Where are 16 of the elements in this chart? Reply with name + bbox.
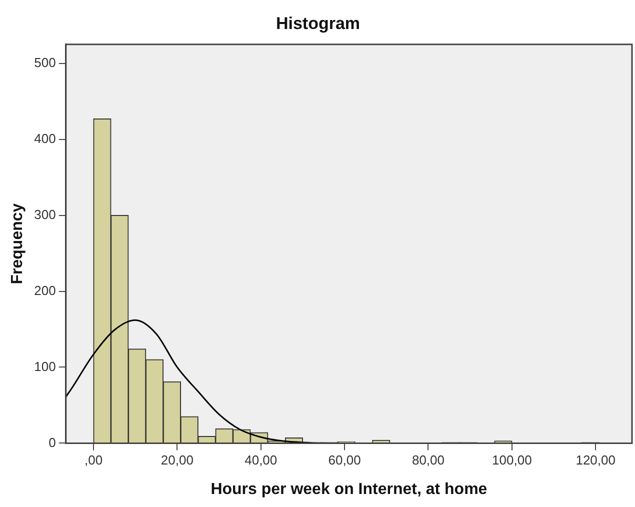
x-axis-title: Hours per week on Internet, at home [210, 480, 488, 498]
y-tick-label: 500 [34, 54, 56, 70]
x-tick-label: 120,00 [576, 452, 616, 468]
y-tick-label: 300 [34, 206, 56, 222]
x-tick-label: 60,00 [328, 452, 361, 468]
x-tick-label: 40,00 [244, 452, 278, 468]
y-tick-label: 0 [48, 434, 56, 450]
chart-title: Histogram [276, 14, 360, 33]
x-tick-label: 100,00 [492, 452, 532, 468]
y-tick-label: 200 [34, 282, 56, 298]
y-tick-label: 100 [34, 358, 56, 374]
x-tick-label: ,00 [84, 452, 103, 468]
y-tick-label: 400 [34, 130, 56, 146]
y-axis-title: Frequency [9, 203, 26, 284]
x-tick-label: 20,00 [160, 452, 194, 468]
x-tick-label: 80,00 [412, 452, 445, 468]
